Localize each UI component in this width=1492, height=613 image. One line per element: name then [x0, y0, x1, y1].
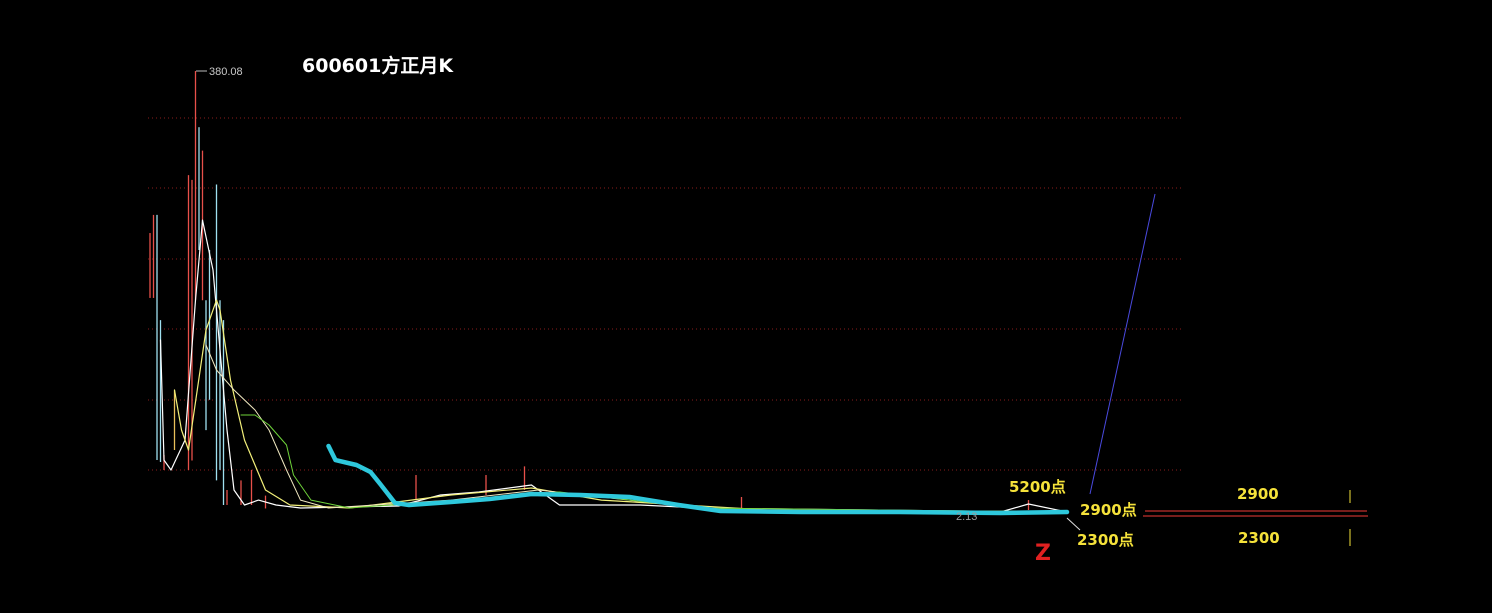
projection-line [1089, 193, 1156, 495]
right-label-2300: 2300 [1238, 529, 1280, 547]
ma-line-3 [240, 414, 1068, 513]
chart-title: 600601方正月K [302, 54, 454, 77]
high-price-label: 380.08 [209, 66, 243, 78]
pointer-line [1066, 517, 1081, 531]
ma-line-0 [159, 219, 1068, 513]
annotation-2300: 2300点 [1077, 531, 1134, 549]
ma-line-1 [173, 299, 1068, 513]
annotation-2900: 2900点 [1080, 501, 1137, 519]
ma-line-4 [326, 443, 1070, 516]
low-price-label: 2.13 [956, 511, 977, 523]
ma-line-2 [205, 344, 1068, 513]
right-label-2900: 2900 [1237, 485, 1279, 503]
annotation-5200: 5200点 [1009, 478, 1066, 496]
marker-z: Z [1035, 541, 1051, 566]
